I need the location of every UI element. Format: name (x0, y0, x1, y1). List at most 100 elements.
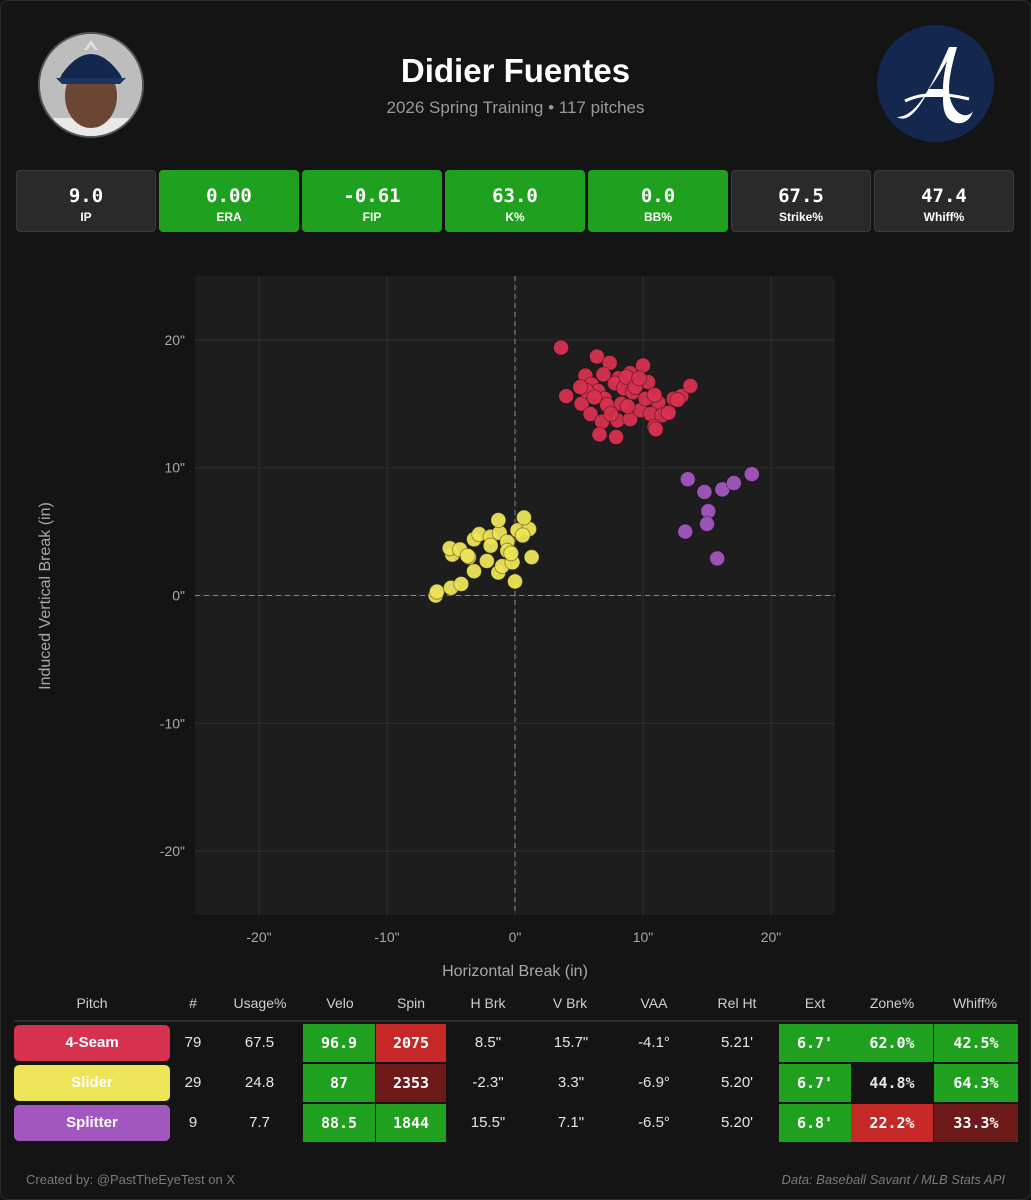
pitch-point-4-seam (591, 426, 608, 443)
pitch-point-slider (503, 545, 520, 562)
table-cell: 64.3% (934, 1064, 1018, 1102)
table-cell: 2353 (376, 1064, 446, 1102)
table-cell: 2075 (376, 1024, 446, 1062)
stat-k-pct: 63.0 K% (445, 170, 585, 232)
table-cell: 79 (184, 1034, 202, 1051)
pitch-label: 4-Seam (14, 1025, 170, 1061)
table-cell: -6.5° (638, 1114, 670, 1131)
table-cell: 6.7' (779, 1064, 851, 1102)
pitch-point-slider (466, 563, 483, 580)
stat-value: 67.5 (778, 185, 824, 207)
x-tick-label: -20" (246, 929, 271, 945)
stat-value: 63.0 (492, 185, 538, 207)
header-h-brk: H Brk (470, 995, 506, 1011)
pitch-point-4-seam (646, 386, 663, 403)
pitch-label: Slider (14, 1065, 170, 1101)
table-cell: 87 (303, 1064, 375, 1102)
x-tick-label: 20" (761, 929, 782, 945)
header--: # (189, 995, 197, 1011)
pitch-point-splitter (743, 466, 760, 483)
credit-text: Created by: @PastTheEyeTest on X (26, 1172, 236, 1187)
table-cell: 5.20' (720, 1074, 754, 1091)
stat-label: FIP (362, 210, 382, 224)
pitch-point-4-seam (588, 348, 605, 365)
header-velo: Velo (326, 995, 354, 1011)
stat-label: BB% (643, 210, 672, 224)
source-text: Data: Baseball Savant / MLB Stats API (781, 1172, 1005, 1187)
stat-label: K% (505, 210, 525, 224)
table-cell: 15.7" (553, 1034, 589, 1051)
table-cell: 42.5% (934, 1024, 1018, 1062)
pitch-point-4-seam (647, 421, 664, 438)
table-cell: -2.3" (472, 1074, 504, 1091)
pitch-point-splitter (714, 481, 731, 498)
pitch-point-4-seam (572, 379, 589, 396)
pitch-point-4-seam (582, 406, 599, 423)
pitch-point-4-seam (553, 339, 570, 356)
table-cell: 62.0% (851, 1024, 933, 1062)
x-tick-label: 10" (633, 929, 654, 945)
stat-label: Whiff% (923, 210, 965, 224)
table-cell: 44.8% (869, 1074, 915, 1092)
pitch-point-slider (478, 552, 495, 569)
pitch-point-4-seam (669, 391, 686, 408)
pitch-point-splitter (725, 475, 742, 492)
stat-fip: -0.61 FIP (302, 170, 442, 232)
table-row: Slider 29 24.8 87 2353 -2.3" 3.3" -6.9° 5.20' 6.7… (0, 1064, 1031, 1102)
pitch-point-4-seam (595, 366, 612, 383)
pitch-point-splitter (709, 550, 726, 567)
pitch-break-chart: -20" -10" 0" 10" 20" 20" 10" 0" -10" -20" Horizont… (37, 276, 835, 980)
y-axis-label: Induced Vertical Break (in) (37, 502, 54, 690)
table-cell: 7.7 (249, 1114, 270, 1131)
header-rel-ht: Rel Ht (717, 995, 757, 1011)
stat-value: 0.0 (640, 185, 676, 207)
table-cell: 29 (184, 1074, 202, 1091)
pitch-point-slider (428, 583, 445, 600)
header-usage-: Usage% (233, 995, 287, 1011)
pitch-point-slider (523, 549, 540, 566)
pitch-point-4-seam (608, 429, 625, 446)
stat-bb-pct: 0.0 BB% (588, 170, 728, 232)
stat-label: ERA (216, 210, 242, 224)
player-name: Didier Fuentes (400, 52, 631, 89)
pitch-point-slider (482, 537, 499, 554)
pitch-point-slider (453, 575, 470, 592)
table-cell: 5.20' (720, 1114, 754, 1131)
table-cell: -6.9° (638, 1074, 670, 1091)
x-tick-label: -10" (374, 929, 399, 945)
table-header: Pitch # Usage% Velo Spin H Brk V Brk VAA Rel Ht E… (0, 995, 1031, 1015)
table-cell: 24.8 (244, 1074, 275, 1091)
stat-label: Strike% (778, 210, 824, 224)
pitch-point-4-seam (660, 404, 677, 421)
stat-strike-pct: 67.5 Strike% (731, 170, 871, 232)
pitch-point-splitter (699, 515, 715, 532)
header-spin: Spin (396, 995, 426, 1011)
table-cell: -4.1° (638, 1034, 670, 1051)
pitch-point-4-seam (619, 398, 636, 415)
table-row: 4-Seam 79 67.5 96.9 2075 8.5" 15.7" -4.1° 5.21' 6… (0, 1024, 1031, 1062)
header-vaa: VAA (640, 995, 668, 1011)
y-tick-label: 20" (164, 332, 185, 348)
y-tick-label: -10" (160, 715, 185, 731)
pitch-point-4-seam (558, 388, 575, 405)
subtitle: 2026 Spring Training • 117 pitches (386, 98, 645, 117)
x-tick-label: 0" (509, 929, 522, 945)
stat-value: 0.00 (206, 185, 252, 207)
pitch-point-splitter (677, 523, 694, 540)
stat-whiff-pct: 47.4 Whiff% (874, 170, 1014, 232)
pitch-point-slider (515, 509, 532, 526)
pitch-point-slider (459, 547, 476, 564)
header-ext: Ext (804, 995, 826, 1011)
table-cell: 6.8' (779, 1104, 851, 1142)
stat-value: -0.61 (343, 185, 401, 207)
stat-value: 47.4 (921, 185, 967, 207)
pitch-point-4-seam (601, 354, 618, 371)
table-divider (14, 1020, 1017, 1022)
table-cell: 3.3" (557, 1074, 585, 1091)
stat-ip: 9.0 IP (16, 170, 156, 232)
stat-value: 9.0 (68, 185, 104, 207)
pitch-point-splitter (679, 471, 696, 488)
pitch-point-slider (514, 527, 531, 544)
pitch-point-splitter (696, 483, 713, 500)
table-cell: 6.7' (779, 1024, 851, 1062)
